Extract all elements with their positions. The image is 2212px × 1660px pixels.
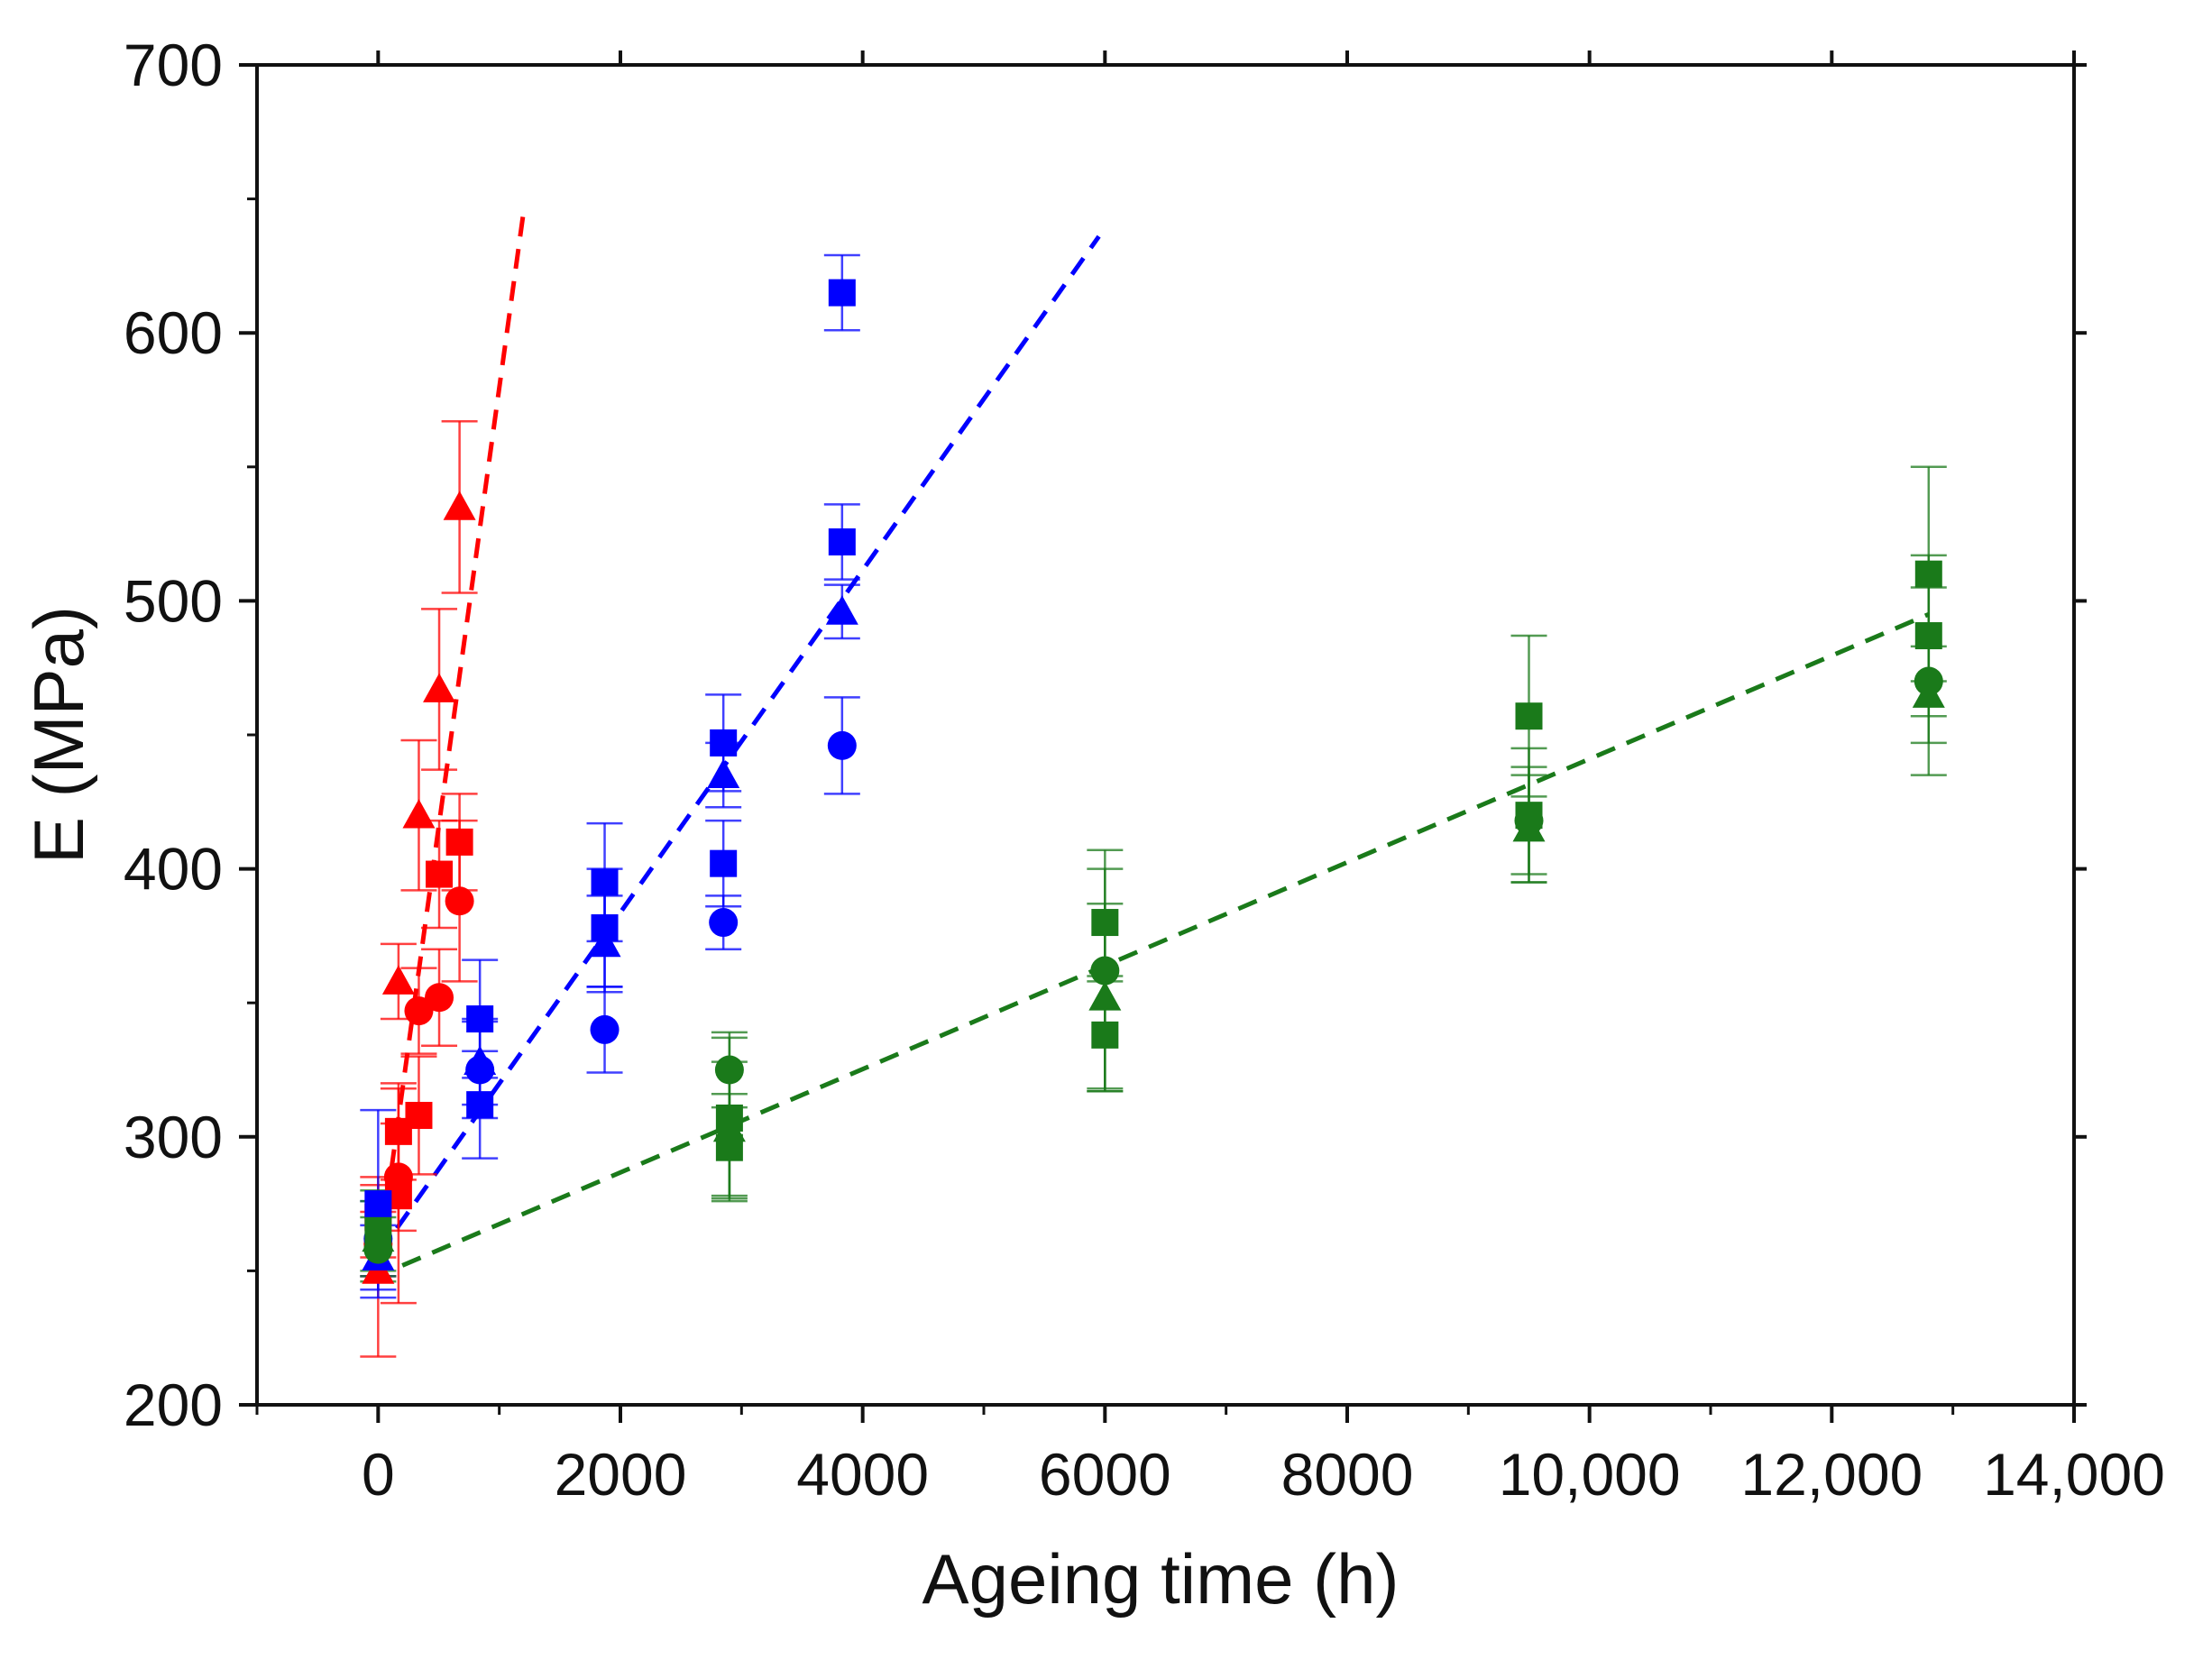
green-trendline — [401, 611, 1930, 1268]
green-circle-point — [1090, 956, 1120, 986]
x-axis-title: Ageing time (h) — [922, 1539, 1400, 1619]
green-triangle-point — [1512, 812, 1546, 842]
blue-square-point — [710, 849, 738, 877]
green-circle-point — [714, 1055, 744, 1085]
green-triangle-point — [362, 1222, 395, 1252]
blue-square-point — [364, 1190, 392, 1218]
red-triangle-point — [423, 673, 456, 702]
trendlines-layer — [375, 212, 1930, 1268]
plot-frame — [255, 63, 2076, 1407]
blue-circle-point — [709, 908, 739, 938]
red-triangle-point — [402, 799, 436, 829]
green-square-point — [1091, 909, 1119, 937]
red-circle-point — [425, 983, 454, 1013]
blue-circle-point — [827, 730, 857, 760]
green-triangle-point — [712, 1112, 746, 1142]
green-square-point — [1515, 702, 1543, 730]
red-trendline — [375, 212, 527, 1266]
blue-square-point — [466, 1091, 494, 1119]
error-bars-layer — [360, 253, 1947, 1358]
green-square-point — [1091, 1021, 1119, 1049]
x-tick-label: 2000 — [555, 1441, 687, 1508]
x-tick-label: 14,000 — [1983, 1441, 2165, 1508]
blue-square-point — [828, 528, 856, 556]
y-tick-label: 400 — [124, 836, 223, 903]
blue-square-point — [828, 279, 856, 307]
blue-trendline — [376, 234, 1101, 1257]
y-axis-title: E (MPa) — [19, 606, 98, 864]
blue-circle-point — [590, 1014, 620, 1044]
x-tick-label: 0 — [362, 1441, 395, 1508]
data-points-layer — [362, 279, 1945, 1284]
red-triangle-point — [381, 965, 415, 995]
blue-triangle-point — [707, 758, 740, 788]
blue-square-point — [591, 868, 619, 896]
green-triangle-point — [1912, 678, 1945, 708]
blue-triangle-point — [464, 1045, 497, 1075]
red-square-point — [405, 1102, 433, 1130]
x-tick-label: 6000 — [1039, 1441, 1171, 1508]
blue-triangle-point — [825, 595, 858, 625]
axes-layer: 0 2000 4000 6000 8000 10,000 12,000 14,000 200 30… — [124, 32, 2165, 1508]
blue-triangle-point — [588, 927, 621, 958]
y-tick-label: 700 — [124, 32, 223, 98]
y-tick-label: 300 — [124, 1104, 223, 1170]
y-tick-label: 600 — [124, 299, 223, 366]
green-square-point — [1914, 622, 1942, 650]
x-tick-label: 10,000 — [1499, 1441, 1681, 1508]
red-circle-point — [445, 886, 474, 916]
x-tick-label: 8000 — [1281, 1441, 1414, 1508]
red-square-point — [445, 828, 473, 856]
green-square-point — [1914, 560, 1942, 588]
x-tick-label: 4000 — [796, 1441, 929, 1508]
red-triangle-point — [443, 491, 476, 520]
blue-square-point — [710, 729, 738, 757]
green-triangle-point — [1088, 981, 1122, 1011]
blue-square-point — [466, 1005, 494, 1033]
red-circle-point — [404, 996, 434, 1026]
y-tick-label: 500 — [124, 567, 223, 634]
x-tick-label: 12,000 — [1740, 1441, 1923, 1508]
y-tick-label: 200 — [124, 1371, 223, 1438]
red-square-point — [426, 860, 454, 888]
